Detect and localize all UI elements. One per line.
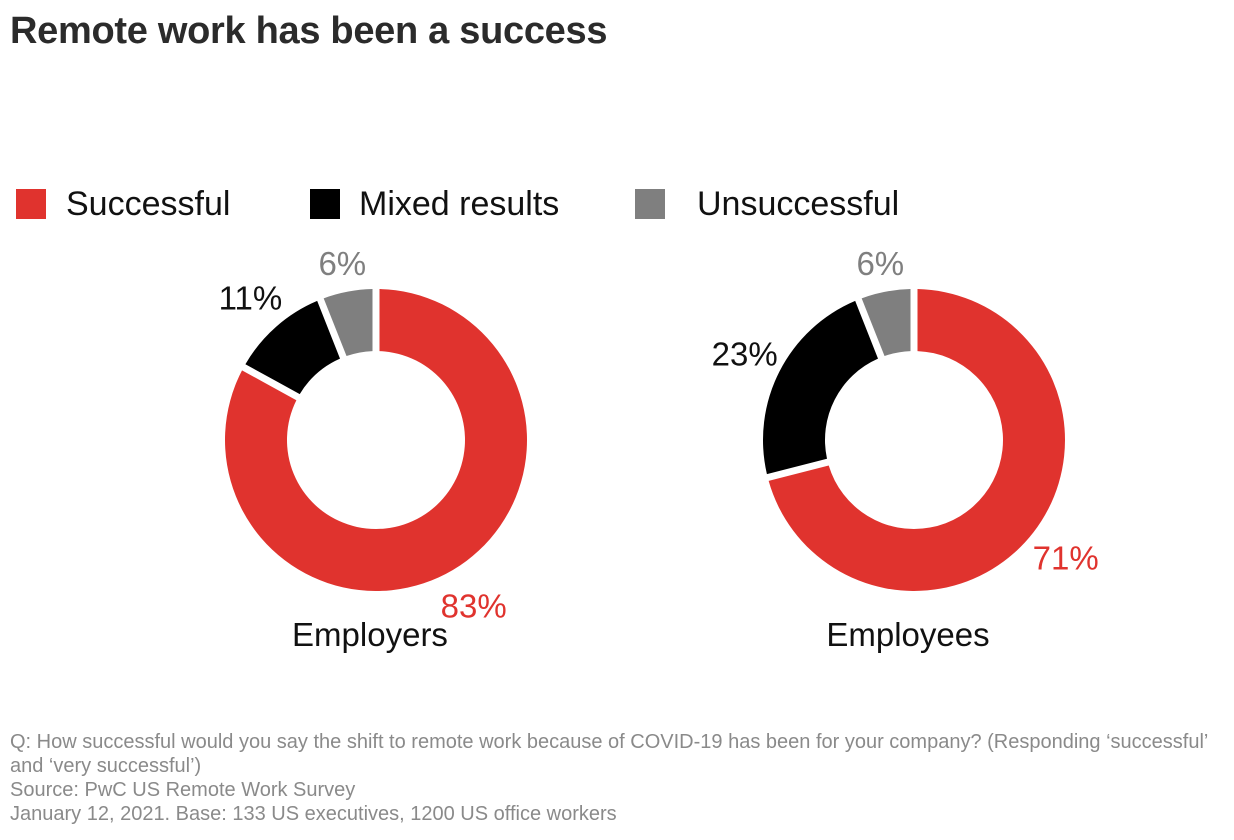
legend-label-unsuccessful: Unsuccessful — [697, 184, 900, 223]
donut-employers: 83% 11% 6% Employers — [219, 245, 528, 653]
slice-label-mixed: 11% — [219, 280, 283, 317]
slice-label-unsuccessful: 6% — [318, 245, 366, 282]
slice-successful — [225, 289, 528, 591]
legend-label-successful: Successful — [66, 184, 231, 223]
legend-item-unsuccessful: Unsuccessful — [635, 182, 899, 226]
slice-mixed — [245, 300, 341, 395]
legend-label-mixed: Mixed results — [359, 184, 560, 223]
slice-mixed — [762, 300, 879, 475]
donut-charts: 83% 11% 6% Employers 71% 23% 6% Employees — [219, 245, 1099, 653]
footnote-question: Q: How successful would you say the shif… — [10, 731, 1208, 777]
legend-swatch-mixed — [310, 189, 340, 219]
chart-title: Remote work has been a success — [10, 10, 608, 52]
slice-label-mixed: 23% — [712, 336, 778, 373]
slice-label-unsuccessful: 6% — [856, 245, 904, 282]
legend-swatch-successful — [16, 189, 46, 219]
footnote-source: Source: PwC US Remote Work Survey — [10, 779, 356, 801]
donut-employees: 71% 23% 6% Employees — [712, 245, 1099, 653]
slice-successful — [768, 289, 1065, 591]
slice-unsuccessful — [323, 289, 373, 357]
footnote-base: January 12, 2021. Base: 133 US executive… — [10, 803, 617, 825]
legend-item-mixed: Mixed results — [310, 182, 559, 226]
group-label-employers: Employers — [292, 616, 448, 653]
legend-item-successful: Successful — [16, 182, 230, 226]
legend: Successful Mixed results Unsuccessful — [16, 182, 976, 226]
slice-label-successful: 83% — [441, 587, 507, 624]
legend-swatch-unsuccessful — [635, 189, 665, 219]
footnote: Q: How successful would you say the shif… — [10, 730, 1226, 826]
group-label-employees: Employees — [826, 616, 989, 653]
slice-label-successful: 71% — [1033, 540, 1099, 577]
slice-unsuccessful — [861, 289, 911, 357]
